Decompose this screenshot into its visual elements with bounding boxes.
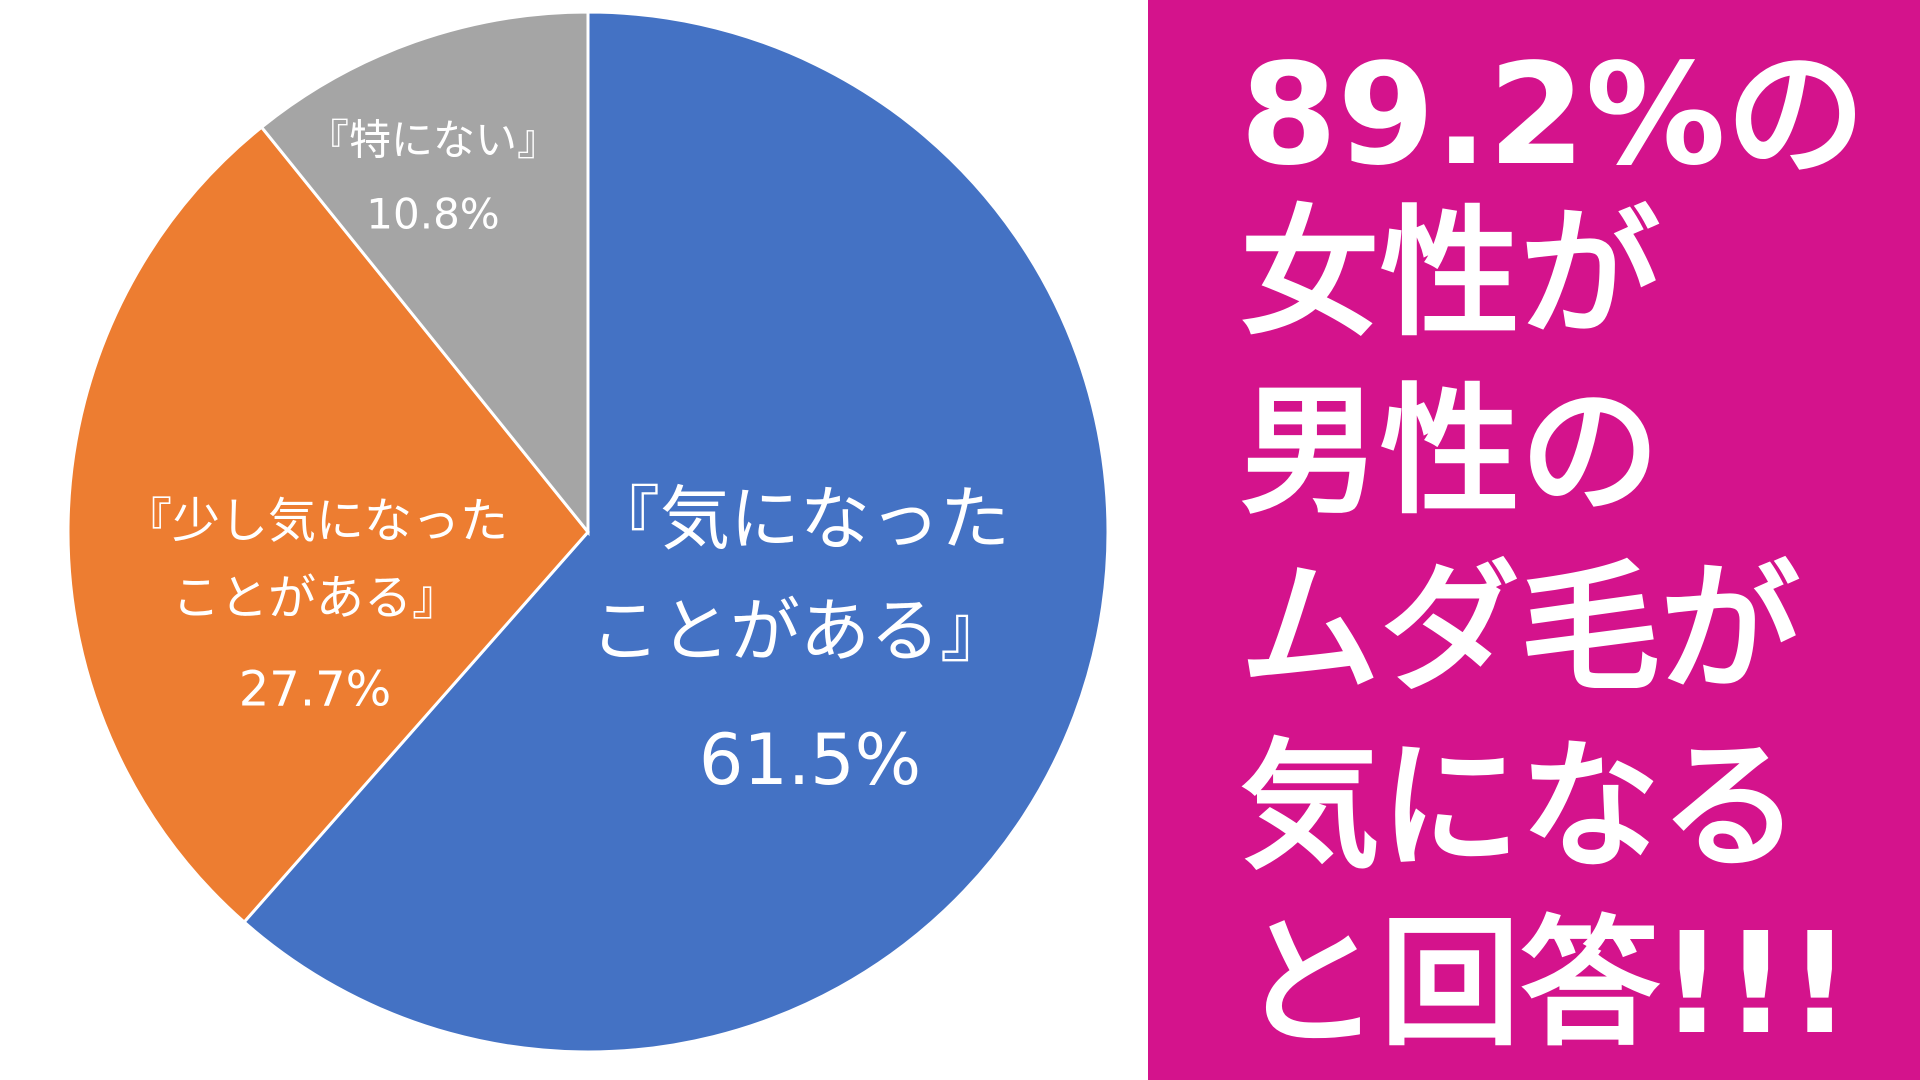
pie-slice xyxy=(259,10,590,537)
headline-line: 男性の xyxy=(1240,371,1661,534)
headline-panel: 89.2%の 女性が 男性の ムダ毛が 気になる と回答!!! xyxy=(1148,0,1920,1080)
slice-label: 『少し気になった ことがある』 xyxy=(123,493,509,626)
slice-value: 10.8% xyxy=(366,189,500,239)
slice-value: 27.7% xyxy=(238,661,392,718)
slice-label: 『気になった ことがある』 xyxy=(590,478,1010,672)
chart xyxy=(66,10,1110,1054)
pie-slice xyxy=(241,10,1110,1054)
headline-line: と回答!!! xyxy=(1240,903,1852,1066)
slice-value: 61.5% xyxy=(698,719,922,801)
slice-label: 『特にない』 xyxy=(306,115,560,165)
headline-line: ムダ毛が xyxy=(1240,548,1801,711)
pie-slice xyxy=(66,125,590,925)
headline-line: 女性が xyxy=(1240,193,1661,356)
headline-line: 気になる xyxy=(1240,726,1801,889)
headline-line: 89.2%の xyxy=(1240,34,1866,197)
